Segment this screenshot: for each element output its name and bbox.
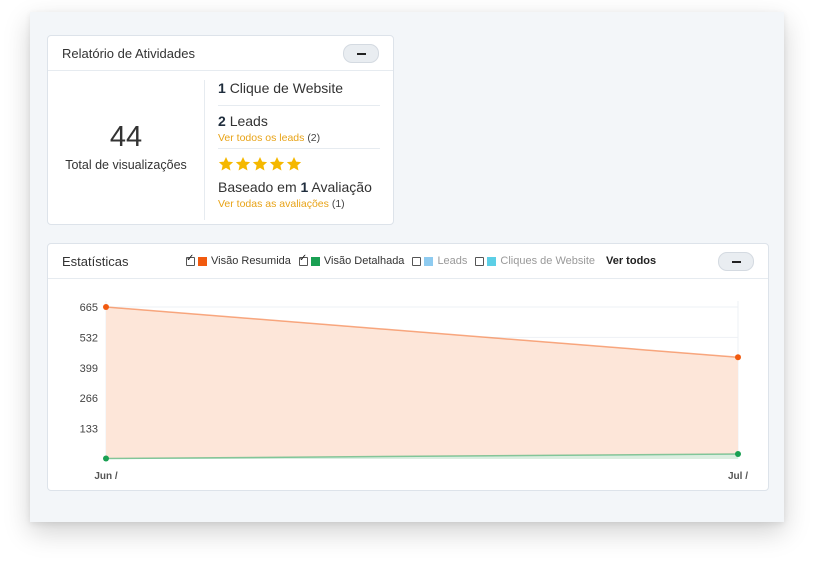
statistics-chart: 133 266 399 532 665 Jun / Jul / xyxy=(80,301,748,482)
rating-row: Baseado em 1 Avaliação Ver todas as aval… xyxy=(218,149,380,210)
data-point xyxy=(103,304,109,310)
star-icon xyxy=(235,157,251,171)
y-tick-label: 133 xyxy=(80,424,98,436)
checkbox-unchecked-icon[interactable] xyxy=(475,256,485,266)
star-icon xyxy=(252,157,268,171)
rating-stars xyxy=(218,156,380,173)
total-views-block: 44 Total de visualizações xyxy=(48,71,204,223)
leads-count: 2 xyxy=(218,113,226,129)
series-line xyxy=(105,453,739,460)
activity-report-panel: Relatório de Atividades 44 Total de visu… xyxy=(47,35,394,225)
activity-panel-title: Relatório de Atividades xyxy=(62,45,195,61)
legend-swatch xyxy=(424,256,434,266)
total-views-label: Total de visualizações xyxy=(65,157,187,172)
legend-item-visao-resumida[interactable]: Visão Resumida xyxy=(186,253,291,267)
y-tick-label: 532 xyxy=(80,332,98,344)
minus-icon xyxy=(731,260,741,263)
y-tick-label: 266 xyxy=(80,393,98,405)
website-clicks-row: 1 Clique de Website xyxy=(218,71,380,106)
view-all-leads-link[interactable]: Ver todos os leads xyxy=(218,132,305,144)
star-icon xyxy=(269,157,285,171)
chart-legend: Visão Resumida Visão Detalhada Leads Cli… xyxy=(186,244,656,278)
dashboard-canvas: Relatório de Atividades 44 Total de visu… xyxy=(30,12,784,522)
series-line xyxy=(105,306,739,359)
statistics-panel: Estatísticas Visão Resumida Visão Detalh… xyxy=(47,243,769,491)
website-clicks-label: Clique de Website xyxy=(229,80,344,96)
based-on-prefix: Baseado em xyxy=(218,179,297,195)
legend-label: Visão Resumida xyxy=(211,255,291,267)
legend-swatch xyxy=(487,256,497,266)
star-icon xyxy=(286,157,302,171)
legend-swatch xyxy=(198,256,207,266)
activity-panel-header: Relatório de Atividades xyxy=(48,36,393,71)
view-all-reviews-link[interactable]: Ver todas as avaliações xyxy=(218,198,329,210)
minus-icon xyxy=(356,52,366,55)
x-tick-label: Jun / xyxy=(94,471,118,482)
vertical-divider xyxy=(204,80,205,220)
checkbox-checked-icon[interactable] xyxy=(298,253,308,266)
legend-label: Cliques de Website xyxy=(500,255,595,267)
y-tick-label: 399 xyxy=(80,363,98,375)
leads-row: 2 Leads Ver todos os leads (2) xyxy=(218,106,380,149)
legend-swatch xyxy=(310,256,320,266)
checkbox-unchecked-icon[interactable] xyxy=(412,256,422,266)
statistics-panel-header: Estatísticas Visão Resumida Visão Detalh… xyxy=(48,244,768,279)
legend-item-leads[interactable]: Leads xyxy=(412,255,467,267)
website-clicks-count: 1 xyxy=(218,80,226,96)
data-point xyxy=(735,450,741,457)
legend-item-visao-detalhada[interactable]: Visão Detalhada xyxy=(298,253,405,267)
data-point xyxy=(103,455,109,462)
leads-label: Leads xyxy=(229,113,268,129)
legend-label: Leads xyxy=(437,255,468,267)
y-tick-label: 665 xyxy=(80,302,98,314)
collapse-activity-button[interactable] xyxy=(343,44,379,63)
legend-item-cliques-website[interactable]: Cliques de Website xyxy=(475,255,595,267)
star-icon xyxy=(218,157,234,171)
activity-details: 1 Clique de Website 2 Leads Ver todos os… xyxy=(218,71,380,210)
legend-label: Visão Detalhada xyxy=(323,255,405,267)
data-point xyxy=(735,354,741,361)
leads-link-count: (2) xyxy=(307,132,321,144)
reviews-link-count: (1) xyxy=(331,198,345,210)
checkbox-checked-icon[interactable] xyxy=(186,253,195,266)
collapse-statistics-button[interactable] xyxy=(718,252,754,271)
statistics-panel-title: Estatísticas xyxy=(62,253,129,269)
series-area xyxy=(106,307,738,459)
total-views-value: 44 xyxy=(109,120,143,153)
review-count: 1 xyxy=(300,179,309,195)
x-tick-label: Jul / xyxy=(728,471,748,482)
review-label: Avaliação xyxy=(311,179,372,195)
view-all-link[interactable]: Ver todos xyxy=(606,255,657,267)
